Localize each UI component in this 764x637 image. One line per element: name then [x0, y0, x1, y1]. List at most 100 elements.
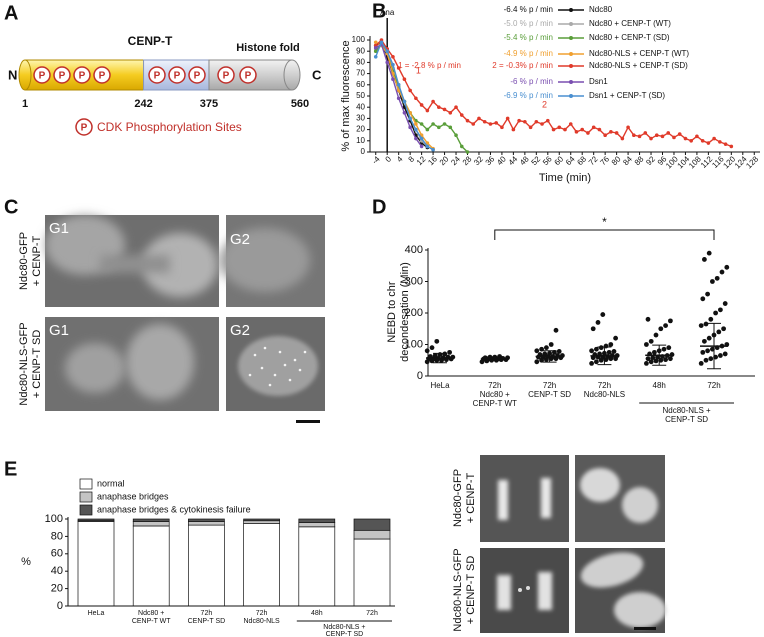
row-label: + CENP-T SD	[465, 556, 477, 625]
data-point	[668, 318, 673, 324]
data-point	[661, 346, 667, 352]
x-tick-label: Ndc80-NLS	[584, 390, 625, 399]
data-point	[414, 96, 418, 101]
domain-cap	[18, 59, 32, 91]
data-point	[408, 125, 412, 130]
bar-segment	[132, 525, 170, 607]
site-label: P	[194, 71, 201, 82]
data-point	[437, 125, 441, 130]
data-point	[517, 118, 521, 123]
y-tick-label: 30	[356, 114, 365, 123]
data-point	[540, 122, 544, 126]
data-point	[431, 147, 435, 152]
data-point	[724, 264, 730, 270]
series-line	[375, 41, 434, 150]
data-point	[710, 279, 715, 284]
data-point	[545, 118, 550, 123]
bar-segment	[77, 518, 115, 522]
data-point	[718, 140, 722, 144]
legend-label: Ndc80	[589, 5, 613, 14]
legend-marker	[569, 8, 573, 12]
data-point	[689, 139, 693, 143]
x-tick-label: 72h	[256, 610, 268, 617]
data-point	[698, 361, 704, 366]
phase-label: G2	[230, 231, 250, 248]
rate-note: -5.4 % p / min	[504, 33, 553, 42]
data-point	[666, 345, 672, 351]
x-tick-label: 72h	[598, 381, 611, 390]
data-point	[600, 312, 606, 317]
data-point	[442, 122, 447, 126]
x-tick-label: HeLa	[88, 610, 105, 617]
data-point	[574, 130, 579, 134]
legend-label: Ndc80-NLS + CENP-T (SD)	[589, 61, 688, 70]
curve-annotation: 2	[542, 99, 547, 109]
data-point	[649, 136, 653, 141]
row-label: Ndc80-GFP	[18, 232, 30, 290]
data-point	[542, 351, 548, 357]
domain-cap	[283, 59, 301, 91]
data-point	[608, 342, 614, 347]
data-point	[548, 342, 554, 347]
x-tick-label: 72h	[543, 381, 556, 390]
data-point	[729, 144, 734, 149]
data-point	[652, 349, 657, 355]
data-point	[396, 83, 401, 87]
y-tick-label: 20	[51, 583, 63, 595]
data-point	[708, 316, 714, 322]
phase-label: G1	[49, 220, 69, 237]
site-label: P	[245, 71, 252, 82]
bar-segment	[243, 522, 280, 607]
rate-note: -6 % p / min	[510, 77, 553, 86]
y-tick-label: 0	[57, 600, 63, 612]
panel-label: C	[4, 196, 18, 218]
legend-marker	[569, 64, 573, 68]
legend-label: Ndc80 + CENP-T (WT)	[589, 19, 671, 28]
data-point	[442, 107, 447, 112]
data-point	[714, 275, 720, 281]
data-point	[718, 353, 723, 358]
n-term: N	[8, 67, 17, 82]
data-point	[373, 49, 378, 53]
data-point	[419, 122, 424, 126]
data-point	[402, 111, 407, 115]
data-point	[551, 127, 556, 132]
data-point	[448, 111, 453, 115]
bar-segment	[188, 521, 225, 526]
data-point	[391, 55, 395, 59]
data-point	[385, 49, 390, 53]
data-point	[706, 335, 712, 341]
x-tick-label: 72h	[201, 610, 213, 617]
data-point	[712, 136, 716, 141]
y-tick-label: 100	[352, 35, 366, 44]
data-point	[698, 323, 704, 328]
group-label: Ndc80-NLS +	[662, 406, 711, 415]
rate-note: -5.0 % p / min	[504, 19, 553, 28]
data-point	[677, 132, 682, 136]
x-tick-label: 0	[384, 154, 394, 164]
data-point	[523, 119, 527, 124]
row-label: + CENP-T	[465, 473, 477, 524]
y-tick-label: 60	[356, 80, 365, 89]
legend-site	[75, 118, 93, 136]
bar-segment	[243, 520, 280, 524]
y-tick-label: 400	[405, 244, 423, 256]
panel-label: E	[4, 458, 17, 480]
data-point	[589, 348, 594, 354]
site-label: P	[174, 71, 181, 82]
data-point	[703, 321, 709, 327]
bar-segment	[243, 518, 280, 522]
data-point	[663, 357, 668, 363]
data-point	[396, 96, 401, 101]
bar-segment	[298, 526, 336, 607]
data-point	[702, 338, 707, 344]
y-tick-label: 200	[405, 307, 423, 319]
data-point	[632, 133, 636, 137]
data-point	[660, 134, 665, 139]
x-tick-label: CENP-T WT	[473, 399, 517, 408]
panel-label: B	[372, 0, 386, 22]
data-point	[700, 139, 705, 143]
data-point	[648, 359, 654, 365]
y-tick-label: 90	[356, 46, 365, 55]
